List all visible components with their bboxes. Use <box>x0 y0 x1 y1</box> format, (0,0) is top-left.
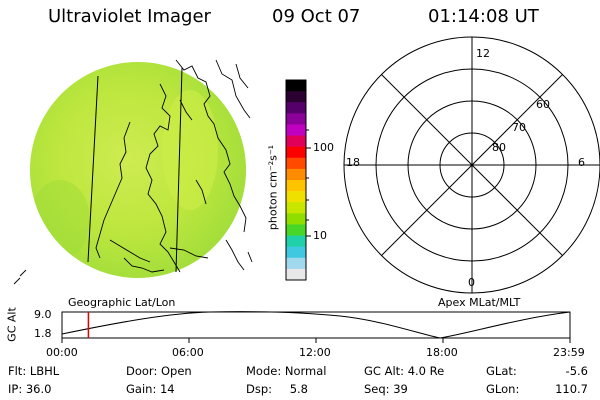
lat-label-60: 60 <box>536 98 550 111</box>
colorbar-segment <box>286 224 306 237</box>
door-label: Door: <box>126 364 158 378</box>
seq-label: Seq: <box>364 382 390 396</box>
polar-grid <box>343 36 600 294</box>
colorbar-segment <box>286 268 306 281</box>
colorbar-segment <box>286 80 306 92</box>
info-flt: Flt: LBHL <box>8 364 59 378</box>
geographic-panel-label: Geographic Lat/Lon <box>68 296 176 309</box>
colorbar-segment <box>286 135 306 148</box>
info-door: Door: Open <box>126 364 192 378</box>
mlt-label-0: 0 <box>468 276 475 289</box>
info-mode: Mode: Normal <box>246 364 326 378</box>
info-gc-alt: GC Alt: 4.0 Re <box>364 364 444 378</box>
lat-label-70: 70 <box>512 121 526 134</box>
glon-value: 110.7 <box>555 382 588 396</box>
uv-earth-image <box>30 62 246 278</box>
colorbar-segment <box>286 124 306 137</box>
mlt-label-12: 12 <box>476 47 490 60</box>
info-glon: GLon: <box>486 382 519 396</box>
colorbar-segment <box>286 191 306 203</box>
gain-value: 14 <box>159 382 175 396</box>
colorbar-axis-label: photon cm⁻²s⁻¹ <box>266 144 280 231</box>
colorbar-border <box>285 79 307 281</box>
timeline-frame <box>61 311 571 343</box>
colorbar-segment <box>286 213 306 225</box>
info-glat: GLat: <box>486 364 517 378</box>
flt-label: Flt: <box>8 364 27 378</box>
glon-label: GLon: <box>486 382 520 396</box>
mode-label: Mode: <box>246 364 282 378</box>
colorbar-segment <box>286 246 306 259</box>
timeline-ymin: 1.8 <box>34 327 52 340</box>
colorbar-ticks <box>306 129 311 237</box>
timeline-xtick-0000: 00:00 <box>46 346 78 359</box>
flt-value: LBHL <box>29 364 60 378</box>
gc-alt-label: GC Alt: <box>364 364 405 378</box>
colorbar-segment <box>286 202 306 214</box>
ip-label: IP: <box>8 382 23 396</box>
seq-value: 39 <box>393 382 408 396</box>
apex-panel-label: Apex MLat/MLT <box>438 296 521 309</box>
colorbar-tick-10: 10 <box>313 229 327 242</box>
colorbar-segment <box>286 102 306 114</box>
glat-value: -5.6 <box>565 364 588 378</box>
timeline-xtick-1200: 12:00 <box>299 346 331 359</box>
altitude-curve <box>61 311 571 339</box>
colorbar-segment <box>286 157 306 170</box>
dsp-label: Dsp: <box>246 382 273 396</box>
colorbar-segment <box>286 168 306 181</box>
colorbar-segment <box>286 146 306 159</box>
observation-date: 09 Oct 07 <box>272 6 361 27</box>
door-value: Open <box>160 364 192 378</box>
lat-label-80: 80 <box>492 141 506 154</box>
mlt-label-6: 6 <box>578 156 585 169</box>
colorbar-segment <box>286 113 306 125</box>
colorbar-segment <box>286 180 306 192</box>
mlt-label-18: 18 <box>346 156 360 169</box>
dsp-value: 5.8 <box>289 382 308 396</box>
gain-label: Gain: <box>126 382 157 396</box>
info-ip: IP: 36.0 <box>8 382 51 396</box>
colorbar-segment <box>286 235 306 248</box>
observation-time: 01:14:08 UT <box>428 6 539 27</box>
info-gain: Gain: 14 <box>126 382 175 396</box>
timeline-xtick-0600: 06:00 <box>172 346 204 359</box>
timeline-xtick-1800: 18:00 <box>426 346 458 359</box>
glat-label: GLat: <box>486 364 517 378</box>
info-seq: Seq: 39 <box>364 382 408 396</box>
coastlines <box>13 59 253 285</box>
timeline-xtick-2359: 23:59 <box>553 346 585 359</box>
gc-alt-value: 4.0 Re <box>407 364 445 378</box>
colorbar-segment <box>286 91 306 103</box>
timeline-ymax: 9.0 <box>34 308 52 321</box>
info-dsp: Dsp: 5.8 <box>246 382 308 396</box>
instrument-title: Ultraviolet Imager <box>48 6 211 27</box>
colorbar <box>285 79 307 281</box>
ip-value: 36.0 <box>25 382 52 396</box>
colorbar-segment <box>286 257 306 270</box>
timeline-ylabel: GC Alt <box>5 307 19 342</box>
colorbar-tick-100: 100 <box>313 141 334 154</box>
mode-value: Normal <box>284 364 327 378</box>
